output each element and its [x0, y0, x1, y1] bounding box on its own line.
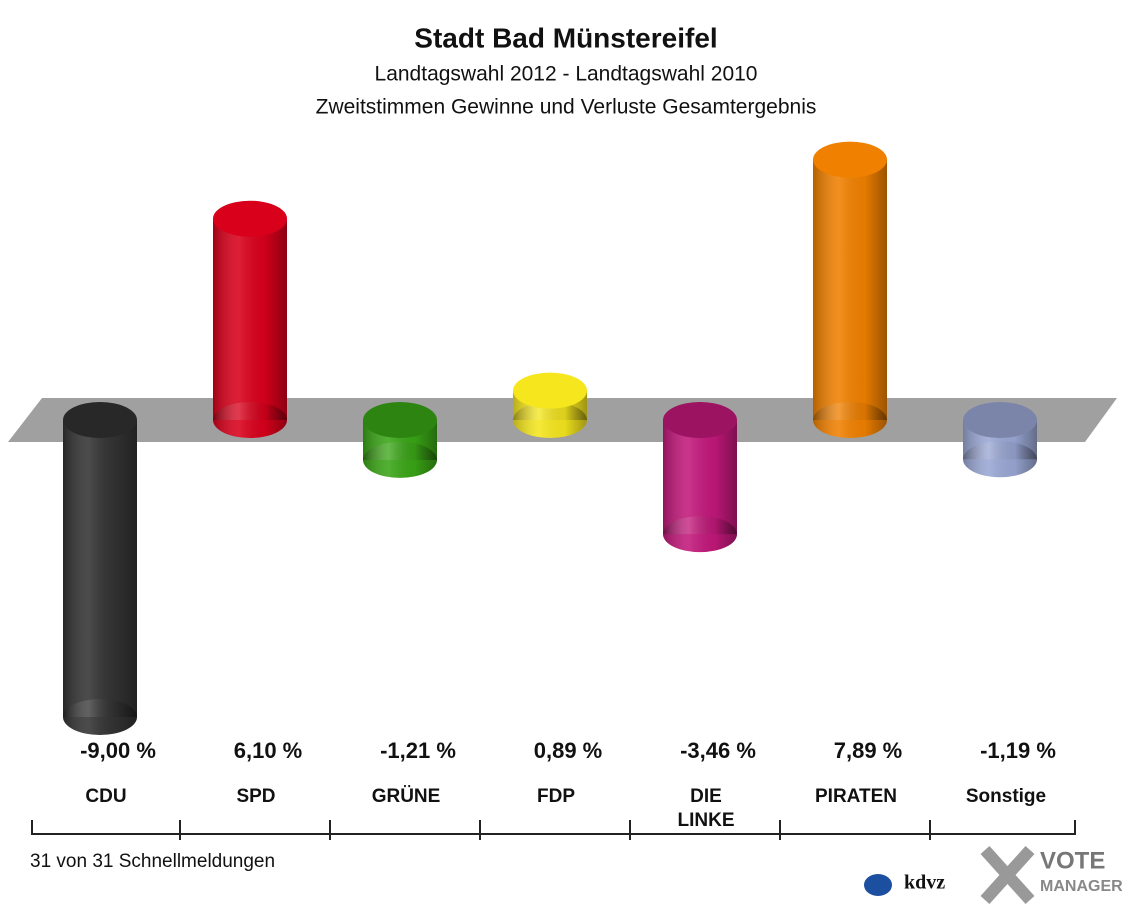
- bar-end-shade: [63, 699, 137, 735]
- bar-shade: [663, 420, 737, 535]
- bar: [663, 402, 737, 553]
- value-label: 6,10 %: [234, 738, 303, 763]
- bar-shade: [813, 159, 887, 420]
- category-label: DIE LINKE: [677, 786, 735, 831]
- value-label: 7,89 %: [834, 738, 903, 763]
- logo-text: MANAGER: [1040, 878, 1123, 895]
- bar: [513, 372, 587, 438]
- bar-cap-shade: [963, 402, 1037, 438]
- category-label: SPD: [236, 786, 276, 807]
- value-label: -1,21 %: [380, 738, 456, 763]
- bar-cap: [63, 402, 137, 438]
- category-brackets: [31, 820, 1076, 840]
- chart-subtitle: Zweitstimmen Gewinne und Verluste Gesamt…: [316, 96, 817, 119]
- chart-subtitle: Landtagswahl 2012 - Landtagswahl 2010: [375, 63, 758, 86]
- bar-cap: [363, 402, 437, 438]
- bar-end-shade: [363, 441, 437, 478]
- category-label: CDU: [85, 786, 127, 807]
- logo-text: kdvz: [904, 872, 945, 894]
- category-label: GRÜNE: [371, 786, 441, 807]
- value-label: -1,19 %: [980, 738, 1056, 763]
- bar: [363, 402, 437, 478]
- category-label: FDP: [537, 786, 575, 807]
- bar: [813, 141, 887, 438]
- category-label: PIRATEN: [815, 786, 897, 807]
- bar-cap: [813, 141, 887, 178]
- bar-cap: [963, 402, 1037, 438]
- bar-shade: [213, 218, 287, 420]
- bar-cap-shade: [63, 402, 137, 438]
- logo-text: VOTE: [1040, 847, 1105, 874]
- bar-cap: [513, 372, 587, 409]
- bar-cap-shade: [663, 402, 737, 438]
- bar-cap: [213, 200, 287, 237]
- bar-end-shade: [213, 402, 287, 438]
- bar-cap-shade: [363, 402, 437, 438]
- bar-cap: [663, 402, 737, 438]
- category-label: Sonstige: [965, 786, 1047, 807]
- bar: [213, 200, 287, 438]
- bar: [63, 402, 137, 735]
- bar-end-shade: [513, 402, 587, 438]
- chart-title: Stadt Bad Münstereifel: [414, 22, 717, 53]
- value-label: 0,89 %: [534, 738, 603, 763]
- value-label: -3,46 %: [680, 738, 756, 763]
- value-label: -9,00 %: [80, 738, 156, 763]
- logo-mark: [864, 874, 892, 896]
- bar-shade: [63, 420, 137, 717]
- bar-end-shade: [663, 516, 737, 553]
- bar: [963, 402, 1037, 478]
- footnote: 31 von 31 Schnellmeldungen: [30, 851, 275, 872]
- bar-end-shade: [813, 402, 887, 438]
- logo-cross: [980, 845, 1035, 905]
- bar-end-shade: [963, 441, 1037, 478]
